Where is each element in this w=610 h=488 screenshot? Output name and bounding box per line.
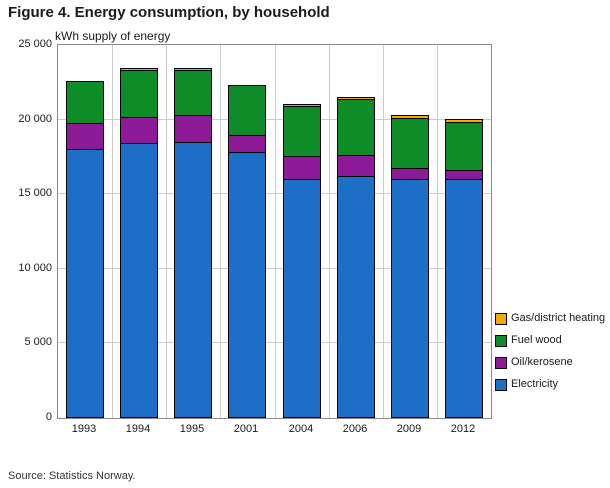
y-axis: 0 5 000 10 000 15 000 20 000 25 000 (0, 38, 52, 423)
gridline-horizontal (58, 119, 491, 120)
legend-label: Fuel wood (511, 334, 562, 346)
gridline-vertical (112, 45, 113, 418)
legend-label: Oil/kerosene (511, 356, 573, 368)
bar-segment-electricity (445, 179, 483, 418)
bar-1995 (174, 68, 212, 418)
gridline-vertical (220, 45, 221, 418)
legend-item-oil-kerosene: Oil/kerosene (495, 356, 607, 369)
bar-segment-electricity (120, 143, 158, 418)
bar-segment-fuel-wood (120, 70, 158, 118)
y-tick-label: 15 000 (18, 187, 52, 199)
bar-segment-oil-kerosene (337, 155, 375, 177)
x-tick-label: 1994 (125, 423, 151, 435)
x-tick-label: 2012 (450, 423, 476, 435)
bar-2009 (391, 115, 429, 418)
bar-2001 (228, 85, 266, 418)
gridline-horizontal (58, 342, 491, 343)
gridline-vertical (329, 45, 330, 418)
gridline-vertical (275, 45, 276, 418)
y-tick-label: 25 000 (18, 38, 52, 50)
bar-segment-fuel-wood (337, 99, 375, 156)
y-tick-label: 10 000 (18, 262, 52, 274)
gridline-horizontal (58, 268, 491, 269)
bar-segment-fuel-wood (391, 118, 429, 169)
bar-segment-electricity (228, 152, 266, 418)
bar-segment-fuel-wood (228, 85, 266, 136)
legend-swatch-gas-district-heating (495, 313, 507, 325)
gridline-vertical (437, 45, 438, 418)
bar-segment-electricity (337, 176, 375, 418)
bar-segment-fuel-wood (445, 122, 483, 171)
bar-segment-electricity (391, 179, 429, 418)
y-tick-label: 20 000 (18, 113, 52, 125)
y-axis-unit-label: kWh supply of energy (55, 29, 171, 43)
legend-item-gas-district-heating: Gas/district heating (495, 312, 607, 325)
bar-segment-electricity (283, 179, 321, 418)
bar-segment-electricity (174, 142, 212, 418)
gridline-vertical (166, 45, 167, 418)
bar-segment-fuel-wood (174, 70, 212, 116)
bar-segment-oil-kerosene (228, 135, 266, 153)
legend-swatch-fuel-wood (495, 335, 507, 347)
bar-segment-oil-kerosene (66, 123, 104, 150)
x-tick-label: 1993 (71, 423, 97, 435)
bar-segment-oil-kerosene (283, 156, 321, 180)
legend-item-fuel-wood: Fuel wood (495, 334, 607, 347)
legend-swatch-oil-kerosene (495, 357, 507, 369)
bar-1993 (66, 81, 104, 418)
bar-1994 (120, 68, 158, 418)
bar-segment-fuel-wood (283, 106, 321, 157)
legend-label: Electricity (511, 378, 559, 390)
legend: Gas/district heating Fuel wood Oil/kerosen… (495, 312, 607, 391)
legend-swatch-electricity (495, 379, 507, 391)
x-tick-label: 2004 (288, 423, 314, 435)
x-tick-label: 2009 (396, 423, 422, 435)
legend-item-electricity: Electricity (495, 378, 607, 391)
x-tick-label: 2001 (233, 423, 259, 435)
legend-label: Gas/district heating (511, 312, 606, 324)
chart-title: Figure 4. Energy consumption, by househo… (8, 4, 330, 21)
gridline-vertical (383, 45, 384, 418)
bar-segment-oil-kerosene (120, 117, 158, 144)
x-tick-label: 1995 (179, 423, 205, 435)
bar-segment-oil-kerosene (174, 115, 212, 143)
bar-segment-fuel-wood (66, 81, 104, 124)
bar-2006 (337, 97, 375, 418)
bar-2004 (283, 104, 321, 418)
bar-2012 (445, 119, 483, 418)
x-axis: 1993 1994 1995 2001 2004 2006 2009 2012 (57, 423, 490, 439)
y-tick-label: 0 (45, 411, 52, 423)
gridline-horizontal (58, 193, 491, 194)
plot-area (57, 44, 492, 419)
x-tick-label: 2006 (342, 423, 368, 435)
y-tick-label: 5 000 (24, 336, 52, 348)
bar-segment-electricity (66, 149, 104, 418)
source-note: Source: Statistics Norway. (8, 470, 136, 482)
